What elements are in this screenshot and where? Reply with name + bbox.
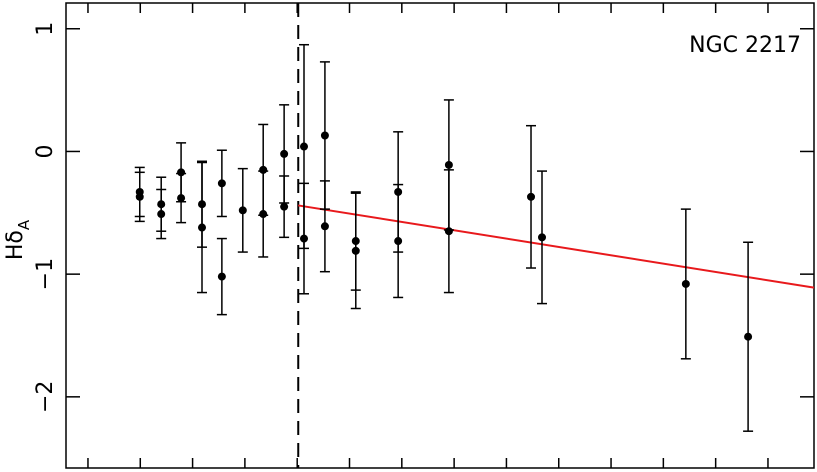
point: [351, 246, 360, 255]
y-tick-label: 0: [33, 144, 58, 158]
point: [135, 192, 144, 201]
y-axis-label: HδA: [3, 219, 33, 260]
point: [217, 272, 226, 281]
point: [280, 149, 289, 158]
fit-line: [298, 204, 815, 289]
point: [198, 223, 206, 232]
plot-frame: [65, 2, 815, 469]
point: [538, 233, 546, 242]
point: [444, 227, 453, 236]
point: [394, 237, 403, 246]
y-tick-label: −2: [33, 381, 58, 413]
point: [217, 179, 226, 188]
point: [259, 210, 268, 219]
point: [681, 279, 690, 288]
y-tick-label: 1: [33, 22, 58, 36]
point: [300, 142, 308, 151]
point: [259, 165, 268, 174]
point: [157, 210, 166, 219]
point: [527, 192, 536, 201]
point: [444, 160, 453, 169]
point: [238, 206, 247, 215]
point: [280, 202, 289, 211]
point: [177, 168, 186, 177]
point: [320, 131, 329, 140]
point: [744, 332, 753, 341]
point: [300, 234, 308, 243]
y-tick-label: −1: [33, 258, 58, 290]
point: [320, 222, 329, 231]
y-label-sub: A: [15, 219, 33, 230]
point: [177, 194, 186, 203]
annotation: NGC 2217: [689, 33, 801, 58]
y-label-main: Hδ: [3, 230, 28, 260]
